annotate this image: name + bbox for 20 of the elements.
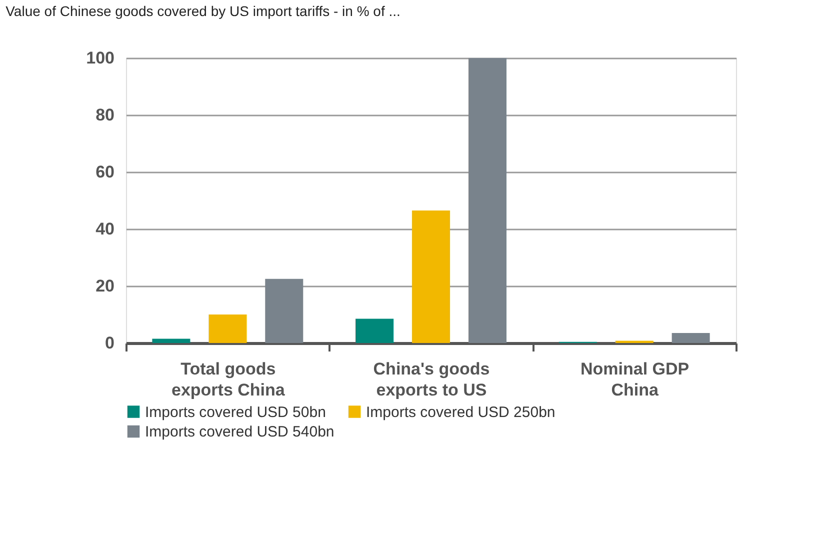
y-tick-label: 0 (105, 334, 114, 352)
x-tick-label: Nominal GDP China (580, 360, 690, 400)
y-tick-label: 80 (96, 106, 114, 124)
legend-label: Imports covered USD 250bn (366, 404, 556, 421)
bar (356, 318, 394, 343)
bar (152, 338, 190, 343)
legend-label: Imports covered USD 540bn (145, 424, 334, 440)
x-tick-label: Total goods exports China (171, 360, 286, 400)
y-tick-label: 100 (86, 48, 114, 68)
bar (265, 278, 304, 343)
y-tick-label: 60 (96, 162, 114, 182)
bar (412, 210, 450, 343)
x-tick-label: China's goods exports to US (373, 360, 490, 400)
bar (208, 314, 247, 343)
legend-label: Imports covered USD 50bn (145, 404, 326, 421)
y-tick-label: 40 (96, 220, 114, 238)
bar (672, 333, 710, 343)
y-tick-label: 20 (96, 276, 114, 296)
chart-title: Value of Chinese goods covered by US import tariffs - in % of ... (6, 3, 400, 19)
bar (468, 58, 506, 343)
